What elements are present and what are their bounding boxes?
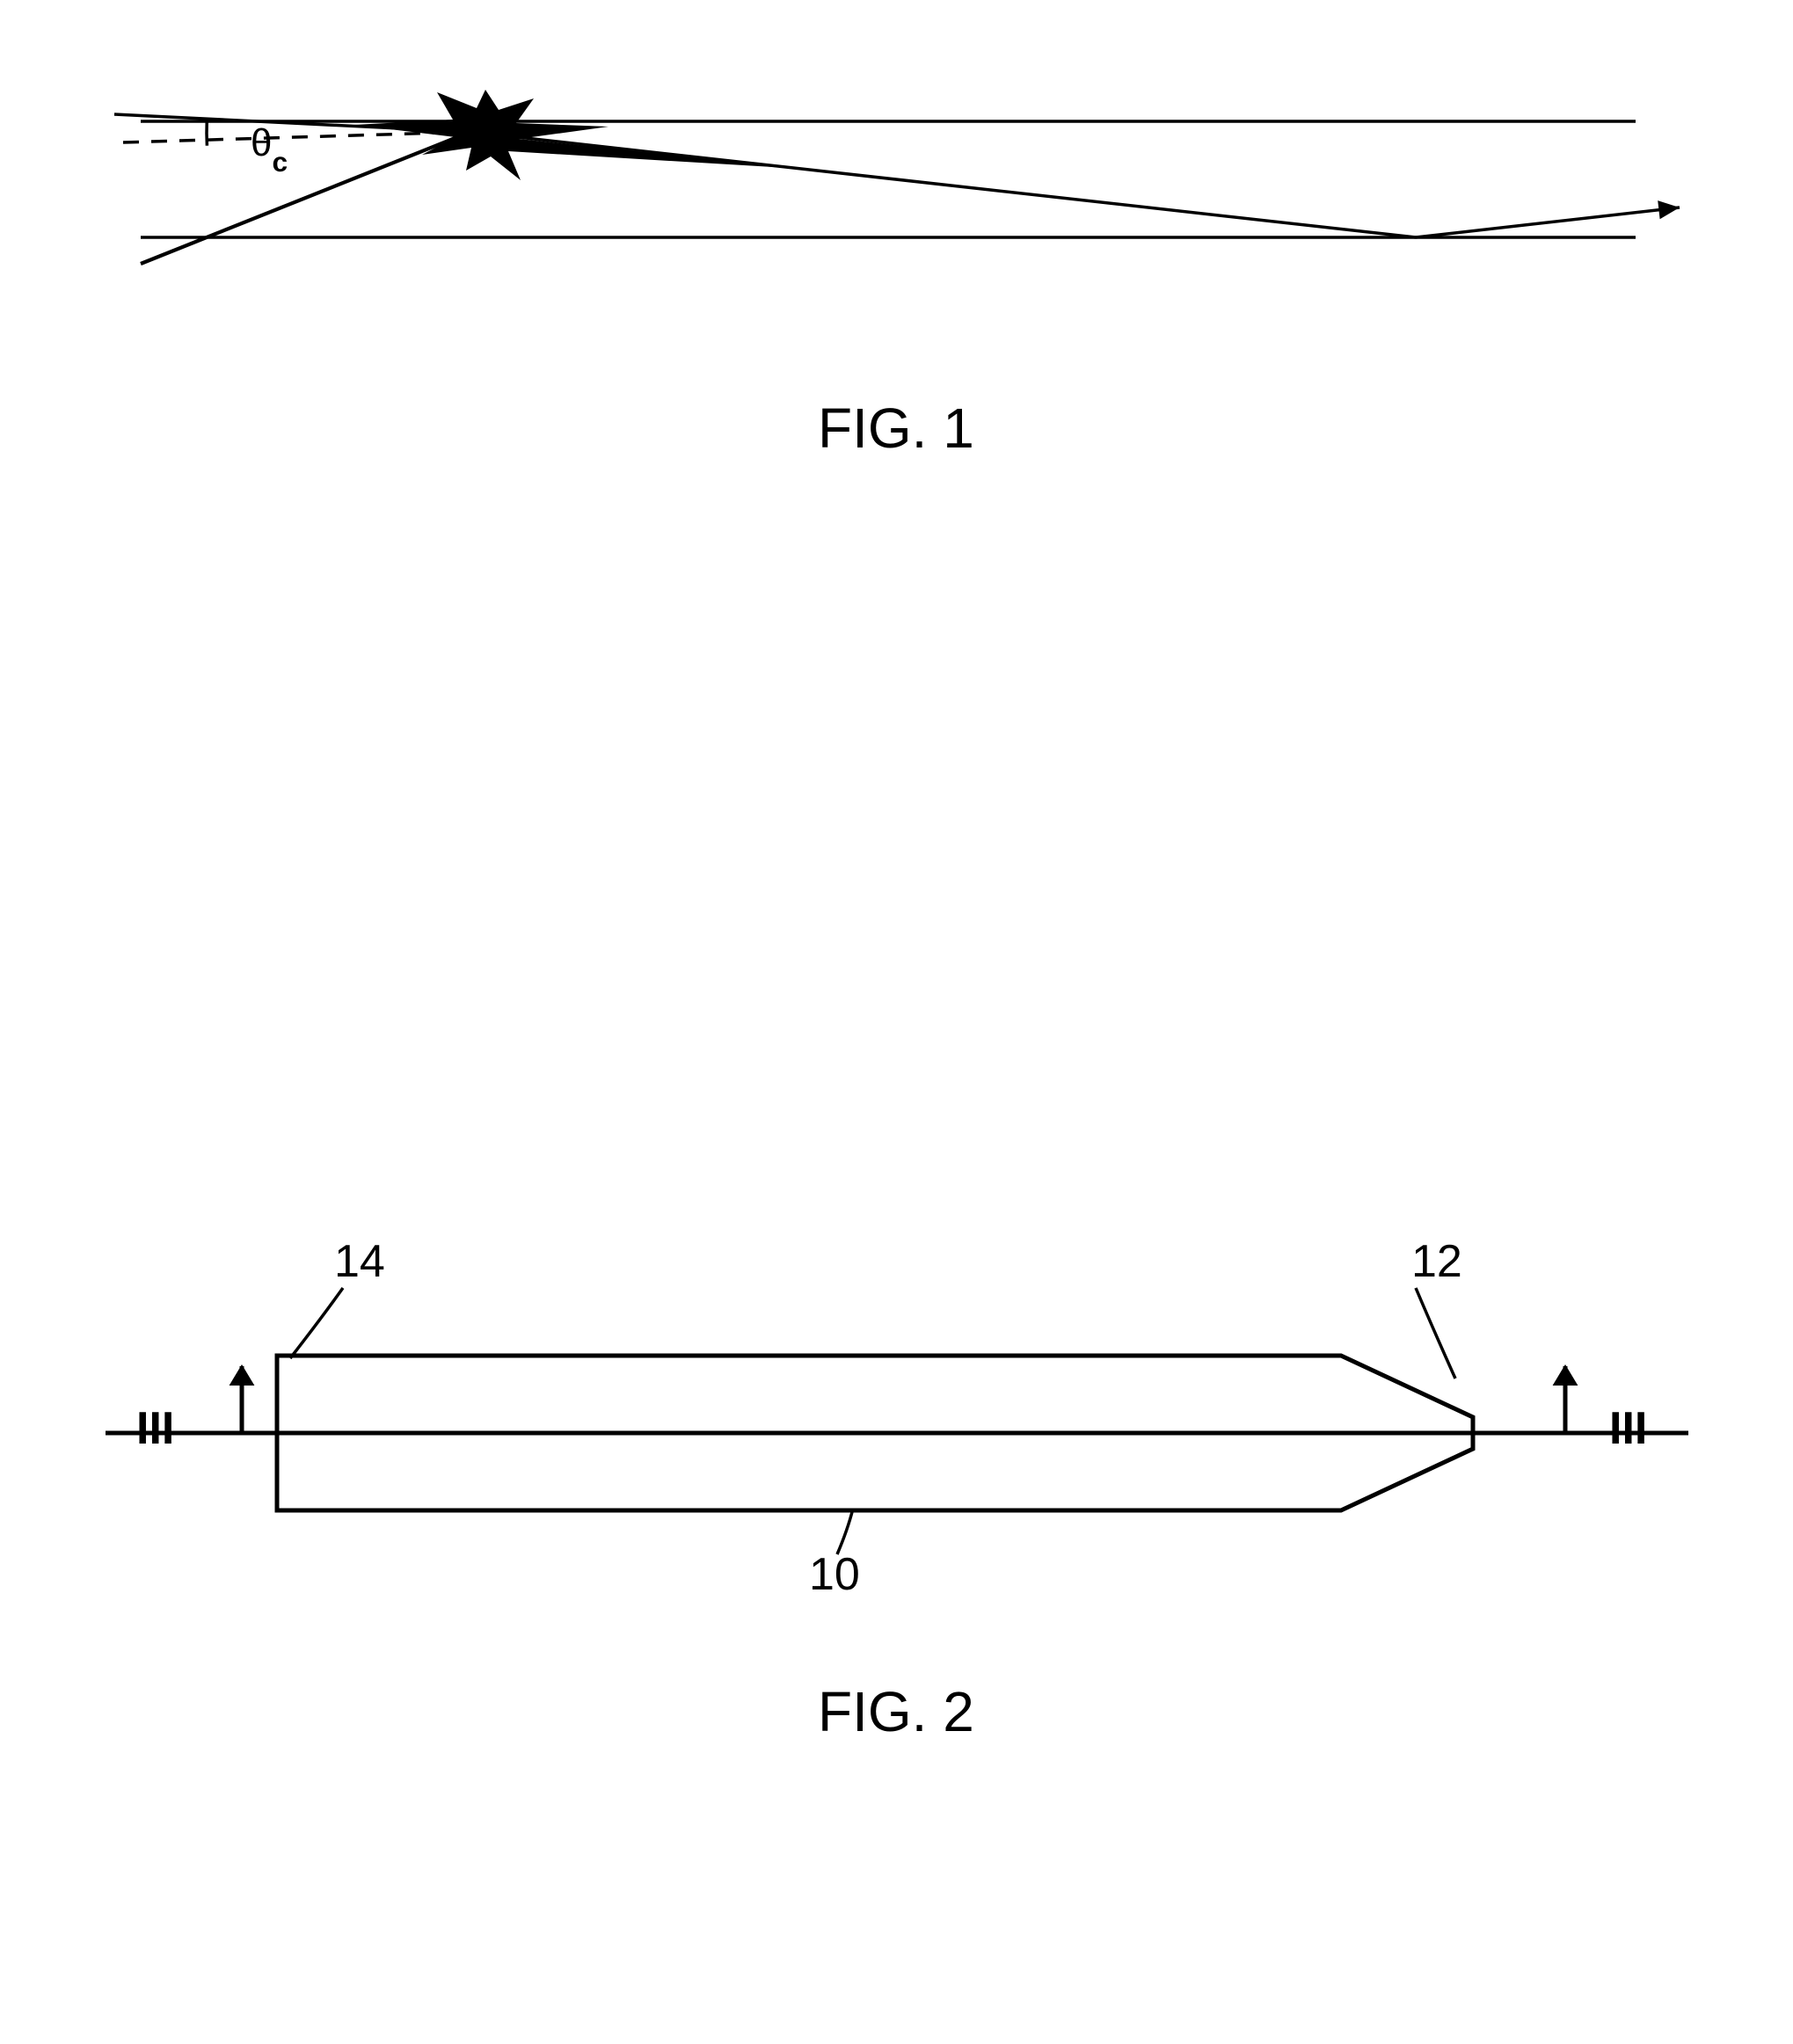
svg-text:10: 10 — [809, 1549, 860, 1591]
svg-text:θc: θc — [251, 121, 288, 178]
svg-text:III: III — [1609, 1403, 1647, 1454]
fig2-label: FIG. 2 — [818, 1679, 974, 1744]
fig1-label: FIG. 1 — [818, 396, 974, 461]
svg-text:14: 14 — [334, 1236, 385, 1287]
fig1-diagram: θc — [106, 88, 1706, 378]
svg-text:III: III — [136, 1403, 174, 1454]
svg-text:12: 12 — [1411, 1236, 1462, 1287]
fig1-container: θc — [106, 88, 1706, 378]
fig2-container: III III 14 12 10 — [88, 1222, 1706, 1591]
fig2-diagram: III III 14 12 10 — [88, 1222, 1706, 1591]
